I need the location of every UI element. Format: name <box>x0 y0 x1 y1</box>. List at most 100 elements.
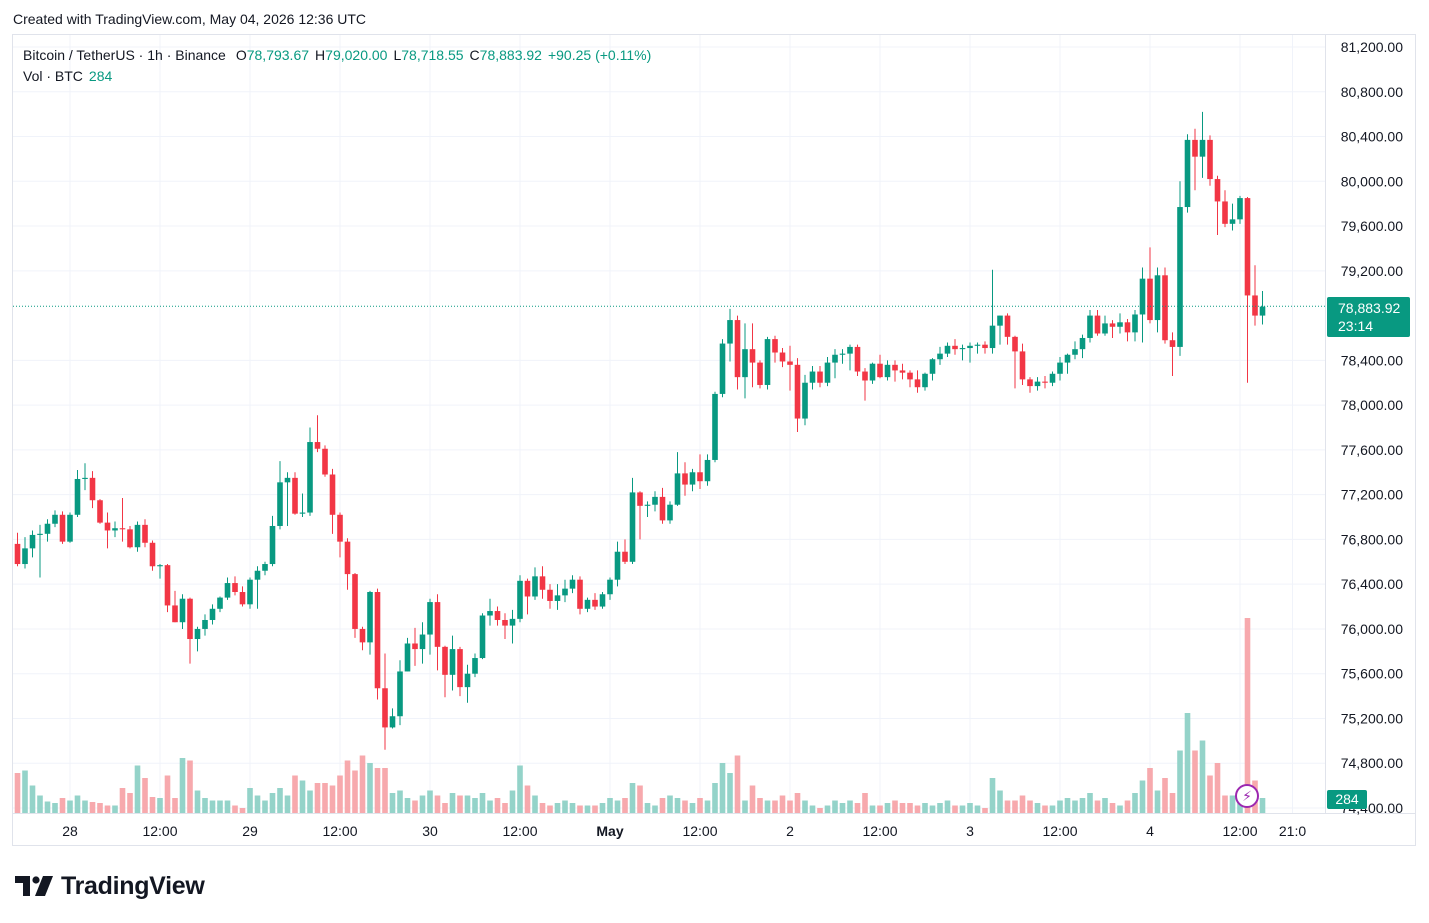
candle-body <box>419 634 426 650</box>
volume-bar <box>682 800 688 813</box>
candles <box>14 111 1266 750</box>
time-axis-label: 12:00 <box>682 823 717 839</box>
volume-bar <box>907 803 913 813</box>
volume-bar <box>787 800 793 813</box>
legend-symbol[interactable]: Bitcoin / TetherUS · 1h · Binance <box>23 47 226 63</box>
volume-bar <box>832 800 838 813</box>
candle <box>74 470 81 518</box>
volume-bar <box>1222 795 1228 813</box>
candle <box>719 339 726 398</box>
candle-body <box>22 548 28 565</box>
candle-body <box>314 442 321 449</box>
candle-body <box>772 339 778 353</box>
candle <box>772 335 778 363</box>
candle-body <box>944 345 951 354</box>
tradingview-logo-icon <box>15 876 53 896</box>
candle <box>487 598 493 626</box>
volume-bar <box>794 793 801 813</box>
candle-body <box>187 598 193 640</box>
candle-body <box>112 528 118 531</box>
volume-bar <box>149 797 156 813</box>
candle <box>877 354 883 379</box>
volume-bar <box>254 795 261 813</box>
candle <box>1154 267 1161 333</box>
legend-vol: 284 <box>88 68 113 84</box>
candle-body <box>1244 198 1251 296</box>
candle-body <box>592 599 598 607</box>
candle <box>1192 128 1198 191</box>
candle <box>757 360 763 389</box>
candle <box>787 345 793 391</box>
candle-body <box>37 533 43 535</box>
candle <box>644 501 651 518</box>
candle-body <box>29 534 36 549</box>
legend-low-label: L <box>393 47 402 63</box>
candle-body <box>1162 275 1168 341</box>
price-axis-label: 74,800.00 <box>1341 755 1403 771</box>
time-axis-label: 12:00 <box>1222 823 1257 839</box>
candle <box>779 348 786 368</box>
candle <box>704 454 711 486</box>
volume-bar <box>592 805 598 813</box>
candle-body <box>967 345 973 349</box>
candle <box>817 365 823 388</box>
candle-body <box>74 478 81 515</box>
candle-body <box>1139 278 1146 315</box>
candle <box>667 501 673 524</box>
volume-bar <box>517 765 523 813</box>
candle-body <box>52 514 58 524</box>
candle-body <box>892 364 898 371</box>
legend-vol-label: Vol · BTC <box>23 68 83 84</box>
volume-bar <box>704 800 711 813</box>
candle <box>269 515 276 567</box>
price-axis-label: 80,400.00 <box>1341 129 1403 145</box>
candle <box>217 596 223 613</box>
candle-body <box>127 529 133 548</box>
candle-body <box>254 570 261 580</box>
candle-body <box>217 597 223 609</box>
volume-bar <box>974 805 981 813</box>
volume-bar <box>104 805 111 813</box>
volume-bar <box>172 798 178 813</box>
lightning-icon[interactable]: ⚡ <box>1235 784 1259 808</box>
volume-bar <box>1207 775 1213 813</box>
volume-bar <box>1004 800 1011 813</box>
volume-bar <box>757 798 763 813</box>
candle <box>1169 332 1176 377</box>
volume-bar <box>1132 793 1138 813</box>
candle <box>884 360 891 381</box>
candle <box>959 344 966 361</box>
price-axis-label: 75,200.00 <box>1341 710 1403 726</box>
volume-bar <box>749 785 756 813</box>
candle <box>614 541 621 587</box>
candle <box>1094 309 1101 336</box>
candle-body <box>1072 349 1078 355</box>
candle <box>539 566 546 599</box>
candle <box>299 493 306 518</box>
volume-bar <box>67 800 73 813</box>
volume-bar <box>712 783 718 813</box>
price-axis-label: 75,600.00 <box>1341 666 1403 682</box>
volume-bar <box>142 778 148 813</box>
candle-body <box>82 477 88 479</box>
volume-bar <box>1019 795 1026 813</box>
candle <box>689 468 696 492</box>
candle <box>832 349 838 379</box>
candle-body <box>247 579 253 605</box>
price-axis: 81,200.00 80,800.00 80,400.00 80,000.00 79,6… <box>1341 39 1403 816</box>
legend-change: +90.25 (+0.11%) <box>547 47 652 63</box>
candle <box>247 577 253 609</box>
candle-body <box>974 344 981 346</box>
candle <box>1222 190 1228 228</box>
candle <box>344 538 351 590</box>
tradingview-logo[interactable]: TradingView <box>15 871 205 901</box>
volume-bar <box>419 795 426 813</box>
volume-bar <box>502 803 508 813</box>
candle-body <box>232 583 238 593</box>
candle <box>794 358 801 432</box>
candle <box>802 374 808 426</box>
candle <box>1259 290 1266 325</box>
volume-bar <box>187 760 193 813</box>
volume-bar <box>247 788 253 813</box>
